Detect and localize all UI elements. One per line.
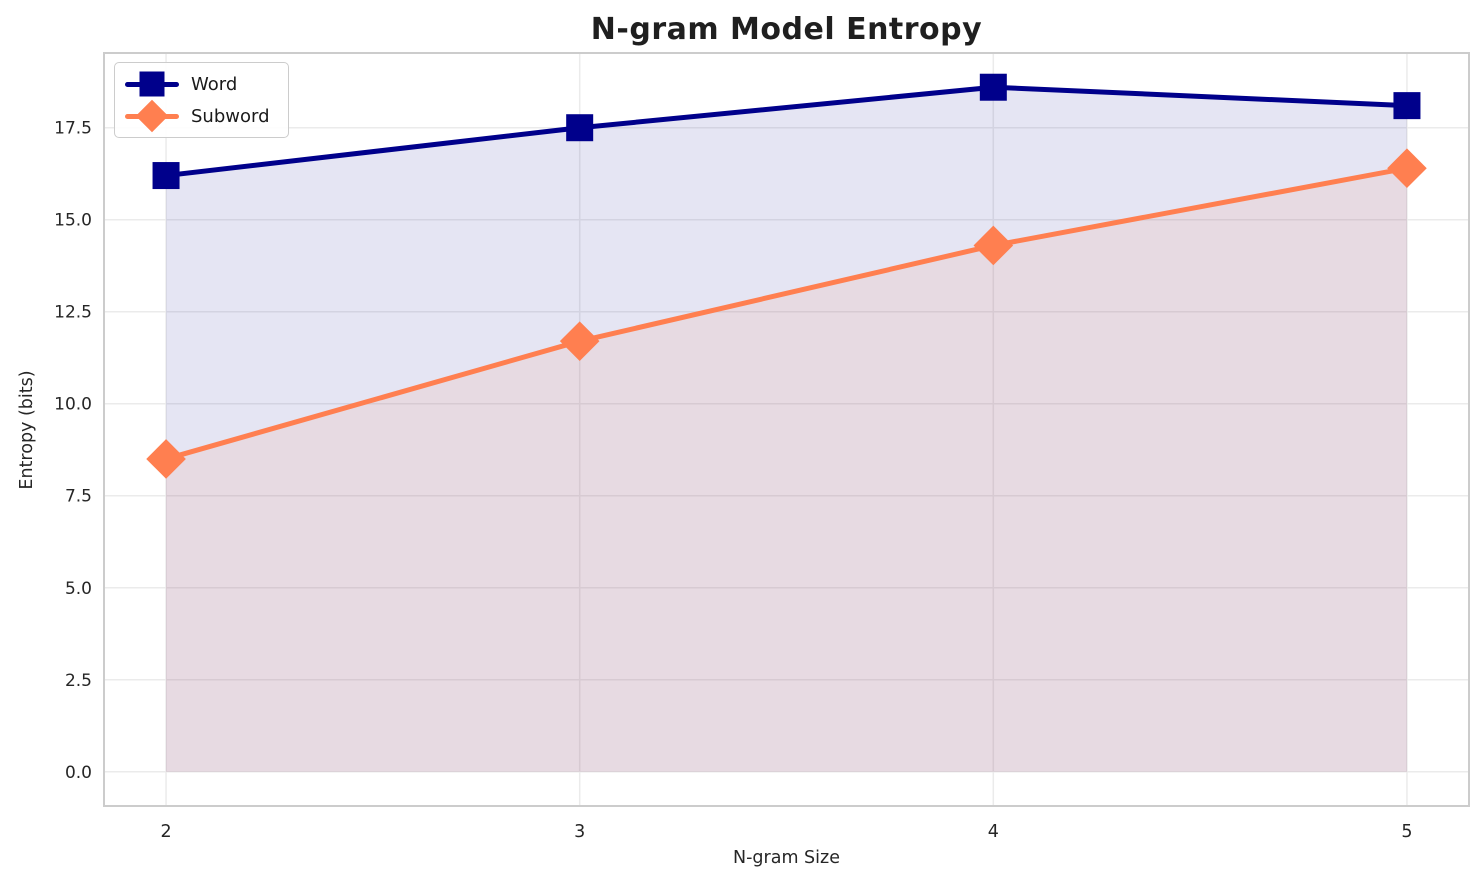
x-axis-label: N-gram Size — [733, 848, 840, 868]
word-line-marker-icon — [125, 70, 179, 98]
y-tick-label: 0.0 — [65, 763, 92, 783]
subword-line-marker-icon — [125, 99, 179, 133]
subword-marker — [146, 439, 186, 479]
x-tick-label: 3 — [574, 822, 585, 842]
subword-marker — [973, 225, 1014, 266]
word-line — [163, 84, 1410, 179]
y-tick-label: 12.5 — [54, 303, 92, 323]
y-axis-label: Entropy (bits) — [17, 370, 37, 490]
y-tick-label: 10.0 — [54, 395, 92, 415]
legend-label-word: Word — [191, 73, 238, 95]
legend: Word Subword — [114, 62, 289, 138]
subword-area — [166, 168, 1407, 772]
word-marker — [1393, 92, 1421, 120]
x-tick-label: 4 — [988, 822, 999, 842]
word-marker — [566, 114, 594, 142]
legend-item-subword: Subword — [125, 99, 270, 133]
subword-marker — [559, 321, 600, 361]
x-tick-label: 2 — [160, 822, 171, 842]
plot-border — [103, 52, 1470, 807]
y-tick-label: 7.5 — [65, 487, 92, 507]
legend-label-subword: Subword — [191, 105, 270, 127]
y-tick-label: 17.5 — [54, 119, 92, 139]
word-marker — [152, 162, 180, 190]
word-marker — [979, 73, 1007, 101]
word-area — [166, 87, 1407, 772]
y-tick-label: 15.0 — [54, 211, 92, 231]
y-tick-label: 2.5 — [65, 671, 92, 691]
legend-item-word: Word — [125, 69, 270, 99]
y-tick-label: 5.0 — [65, 579, 92, 599]
subword-line — [163, 165, 1410, 462]
x-tick-label: 5 — [1401, 822, 1412, 842]
chart-title: N-gram Model Entropy — [590, 12, 983, 47]
